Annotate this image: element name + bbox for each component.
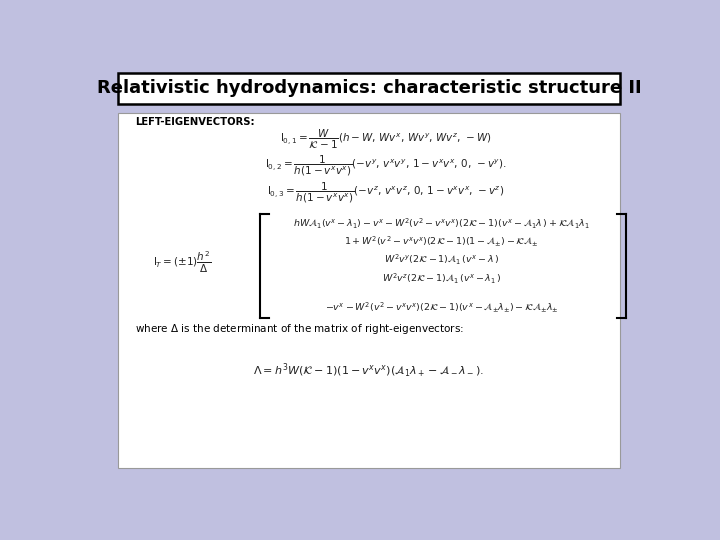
Text: where $\Delta$ is the determinant of the matrix of right-eigenvectors:: where $\Delta$ is the determinant of the…: [135, 322, 464, 336]
Text: $W^2v^y(2\mathcal{K}-1)\mathcal{A}_1\,(v^x - \lambda\,)$: $W^2v^y(2\mathcal{K}-1)\mathcal{A}_1\,(v…: [384, 253, 499, 267]
Text: $-v^x - W^2(v^2-v^xv^x)(2\mathcal{K}-1)(v^x - \mathcal{A}_{\pm}\lambda_{\pm}) - : $-v^x - W^2(v^2-v^xv^x)(2\mathcal{K}-1)(…: [325, 301, 559, 315]
Text: $hW\mathcal{A}_1(v^x-\lambda_1) - v^x - W^2(v^2-v^xv^x)(2\mathcal{K}-1)(v^x-\mat: $hW\mathcal{A}_1(v^x-\lambda_1) - v^x - …: [293, 217, 590, 231]
Text: $\mathrm{l}_T = (\pm 1)\dfrac{h^2}{\Delta}$: $\mathrm{l}_T = (\pm 1)\dfrac{h^2}{\Delt…: [153, 250, 211, 275]
Text: $\mathrm{l}_{0,2} = \dfrac{1}{h(1-v^xv^x)}(-v^y,\,v^xv^y,\,1-v^xv^x,\,0,\,-v^y).: $\mathrm{l}_{0,2} = \dfrac{1}{h(1-v^xv^x…: [265, 153, 507, 178]
Text: $\mathrm{l}_{0,3} = \dfrac{1}{h(1-v^xv^x)}(-v^z,\,v^xv^z,\,0,\,1-v^xv^x,\,-v^z)$: $\mathrm{l}_{0,3} = \dfrac{1}{h(1-v^xv^x…: [267, 180, 504, 205]
Text: LEFT-EIGENVECTORS:: LEFT-EIGENVECTORS:: [135, 117, 254, 127]
Text: $\Lambda = h^3W(\mathcal{K}-1)(1-v^xv^x)(\mathcal{A}_1\lambda_+ - \mathcal{A}_-\: $\Lambda = h^3W(\mathcal{K}-1)(1-v^xv^x)…: [253, 361, 485, 380]
Text: $\mathrm{l}_{0,1} = \dfrac{W}{\mathcal{K}-1}(h-W,\,Wv^x,\,Wv^y,\,Wv^z,\,-W)$: $\mathrm{l}_{0,1} = \dfrac{W}{\mathcal{K…: [280, 128, 492, 151]
FancyBboxPatch shape: [118, 113, 620, 468]
FancyBboxPatch shape: [118, 73, 620, 104]
Text: $1 + W^2(v^2-v^xv^x)(2\mathcal{K}-1)(1-\mathcal{A}_{\pm}) - \mathcal{K}\mathcal{: $1 + W^2(v^2-v^xv^x)(2\mathcal{K}-1)(1-\…: [344, 235, 539, 249]
Text: Relativistic hydrodynamics: characteristic structure II: Relativistic hydrodynamics: characterist…: [96, 79, 642, 97]
Text: $W^2v^z(2\mathcal{K}-1)\mathcal{A}_1\,(v^x - \lambda_1\,)$: $W^2v^z(2\mathcal{K}-1)\mathcal{A}_1\,(v…: [382, 272, 501, 286]
